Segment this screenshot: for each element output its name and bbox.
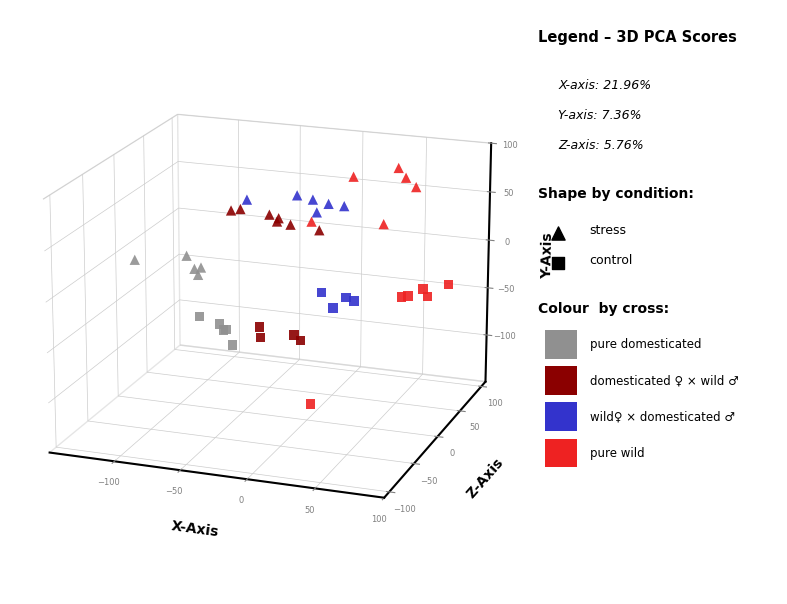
Text: Y-axis: 7.36%: Y-axis: 7.36%: [559, 109, 642, 122]
Bar: [545, 402, 577, 431]
Text: X-axis: 21.96%: X-axis: 21.96%: [559, 79, 652, 92]
Point: [552, 258, 565, 268]
Bar: [545, 366, 577, 395]
Text: pure domesticated: pure domesticated: [589, 338, 701, 351]
Bar: [545, 330, 577, 359]
Bar: [545, 439, 577, 467]
Text: pure wild: pure wild: [589, 446, 645, 460]
Point: [552, 228, 565, 237]
Y-axis label: Z-Axis: Z-Axis: [464, 455, 506, 501]
Text: domesticated ♀ × wild ♂: domesticated ♀ × wild ♂: [589, 374, 738, 387]
Text: Legend – 3D PCA Scores: Legend – 3D PCA Scores: [538, 30, 737, 45]
X-axis label: X-Axis: X-Axis: [170, 519, 220, 539]
Text: stress: stress: [589, 224, 626, 237]
Text: control: control: [589, 254, 633, 268]
Text: Shape by condition:: Shape by condition:: [538, 187, 693, 201]
Text: Colour  by cross:: Colour by cross:: [538, 302, 669, 316]
Text: Z-axis: 5.76%: Z-axis: 5.76%: [559, 139, 644, 152]
Text: wild♀ × domesticated ♂: wild♀ × domesticated ♂: [589, 410, 734, 423]
